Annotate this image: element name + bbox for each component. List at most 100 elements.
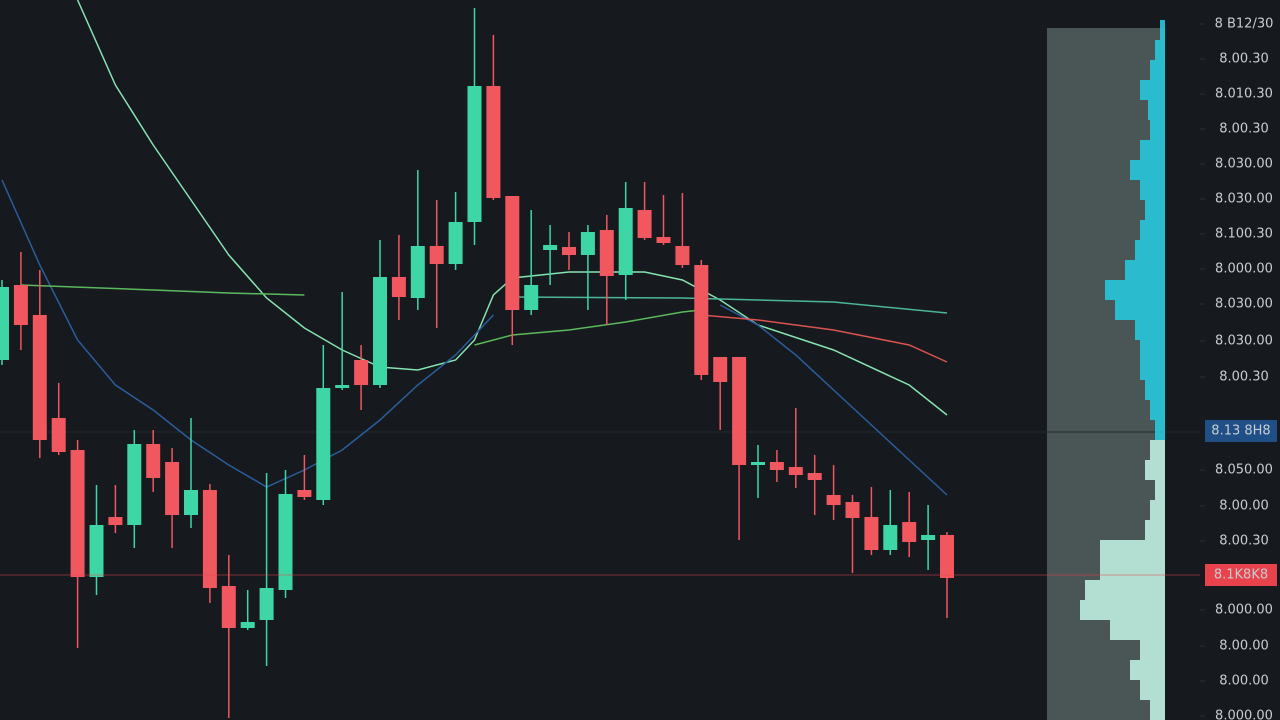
candle-body	[505, 196, 520, 310]
y-tick-label: 8.00.00	[1219, 674, 1269, 689]
candle-body	[259, 588, 274, 620]
candle-body	[713, 357, 728, 382]
volume-bar	[1110, 620, 1165, 640]
candle-body	[429, 246, 444, 264]
volume-bar	[1160, 20, 1165, 40]
volume-bar	[1130, 160, 1165, 180]
candle-body	[694, 265, 709, 375]
y-tick-label: 8.000.00	[1215, 603, 1273, 618]
price-badge-label: 8.13 8H8	[1211, 424, 1270, 439]
volume-bar	[1100, 560, 1165, 580]
y-tick-label: 8.030.00	[1215, 192, 1273, 207]
candle-body	[732, 357, 747, 465]
volume-bar	[1140, 80, 1165, 100]
y-tick-label: 8.00.00	[1219, 639, 1269, 654]
volume-bar	[1130, 660, 1165, 680]
candle-body	[807, 473, 822, 480]
candle-body	[373, 277, 387, 385]
volume-bar	[1115, 300, 1165, 320]
price-badge	[1205, 564, 1277, 586]
candle-body	[599, 230, 614, 276]
volume-bar	[1135, 240, 1165, 260]
indicator-line	[76, 0, 948, 416]
y-tick-label: 8.00.30	[1219, 122, 1269, 137]
volume-bar	[1150, 120, 1165, 140]
indicator-line	[512, 296, 948, 314]
candle-body	[524, 285, 539, 310]
volume-bar	[1155, 40, 1165, 60]
volume-bar	[1145, 460, 1165, 480]
price-badge	[1205, 420, 1277, 442]
candle-body	[410, 246, 425, 298]
candle-body	[562, 247, 576, 255]
candle-body	[675, 246, 690, 265]
candle-body	[921, 535, 936, 540]
volume-bar	[1150, 500, 1165, 520]
volume-bar	[1150, 60, 1165, 80]
volume-bar	[1105, 280, 1165, 300]
candle-body	[127, 444, 142, 525]
candle-body	[297, 490, 312, 497]
candle-body	[637, 210, 652, 238]
candle-body	[864, 517, 879, 550]
candle-body	[845, 502, 860, 518]
y-tick-label: 8 B12/30	[1215, 17, 1274, 32]
volume-bar	[1150, 700, 1165, 720]
candle-body	[184, 490, 198, 515]
candle-body	[580, 232, 595, 255]
volume-bar	[1140, 360, 1165, 380]
volume-bar	[1140, 640, 1165, 660]
volume-bar	[1085, 580, 1165, 600]
y-tick-label: 8.030.00	[1215, 297, 1273, 312]
volume-bar	[1140, 680, 1165, 700]
candle-body	[618, 208, 633, 275]
candle-body	[354, 360, 369, 385]
volume-bar	[1140, 140, 1165, 160]
candle-body	[902, 522, 917, 542]
volume-bar	[1145, 380, 1165, 400]
volume-bar	[1140, 340, 1165, 360]
candle-body	[883, 525, 898, 550]
candle-body	[769, 462, 784, 470]
candle-body	[826, 495, 841, 505]
candle-body	[467, 86, 482, 222]
y-tick-label: 8.00.30	[1219, 534, 1269, 549]
y-tick-label: 8.000.00	[1215, 262, 1273, 277]
candle-body	[656, 237, 671, 243]
candle-body	[240, 622, 255, 628]
volume-bar	[1155, 420, 1165, 440]
y-tick-label: 8.00.30	[1219, 370, 1269, 385]
candle-body	[51, 418, 66, 452]
volume-bar	[1140, 220, 1165, 240]
candle-body	[940, 535, 954, 578]
candle-body	[278, 494, 293, 590]
candle-body	[202, 490, 217, 588]
candle-body	[316, 388, 331, 500]
y-tick-label: 8.010.30	[1215, 87, 1273, 102]
candle-body	[221, 586, 236, 628]
volume-bar	[1080, 600, 1165, 620]
volume-bar	[1140, 180, 1165, 200]
candle-body	[13, 285, 28, 325]
candle-body	[165, 462, 180, 515]
volume-bar	[1155, 480, 1165, 500]
volume-bar	[1148, 100, 1165, 120]
y-tick-label: 8.100.30	[1215, 227, 1273, 242]
candle-body	[146, 444, 161, 478]
volume-bar	[1135, 320, 1165, 340]
candle-body	[0, 287, 9, 360]
candle-body	[391, 277, 406, 297]
volume-bar	[1145, 200, 1165, 220]
y-tick-label: 8.00.00	[1219, 499, 1269, 514]
candle-body	[751, 462, 765, 465]
candle-body	[788, 467, 803, 475]
candle-body	[108, 517, 123, 525]
candle-body	[543, 245, 558, 250]
price-badge-label: 8.1K8K8	[1214, 568, 1268, 583]
candle-body	[70, 450, 85, 577]
volume-bar	[1150, 400, 1165, 420]
candle-body	[448, 222, 463, 264]
candle-body	[32, 315, 47, 440]
